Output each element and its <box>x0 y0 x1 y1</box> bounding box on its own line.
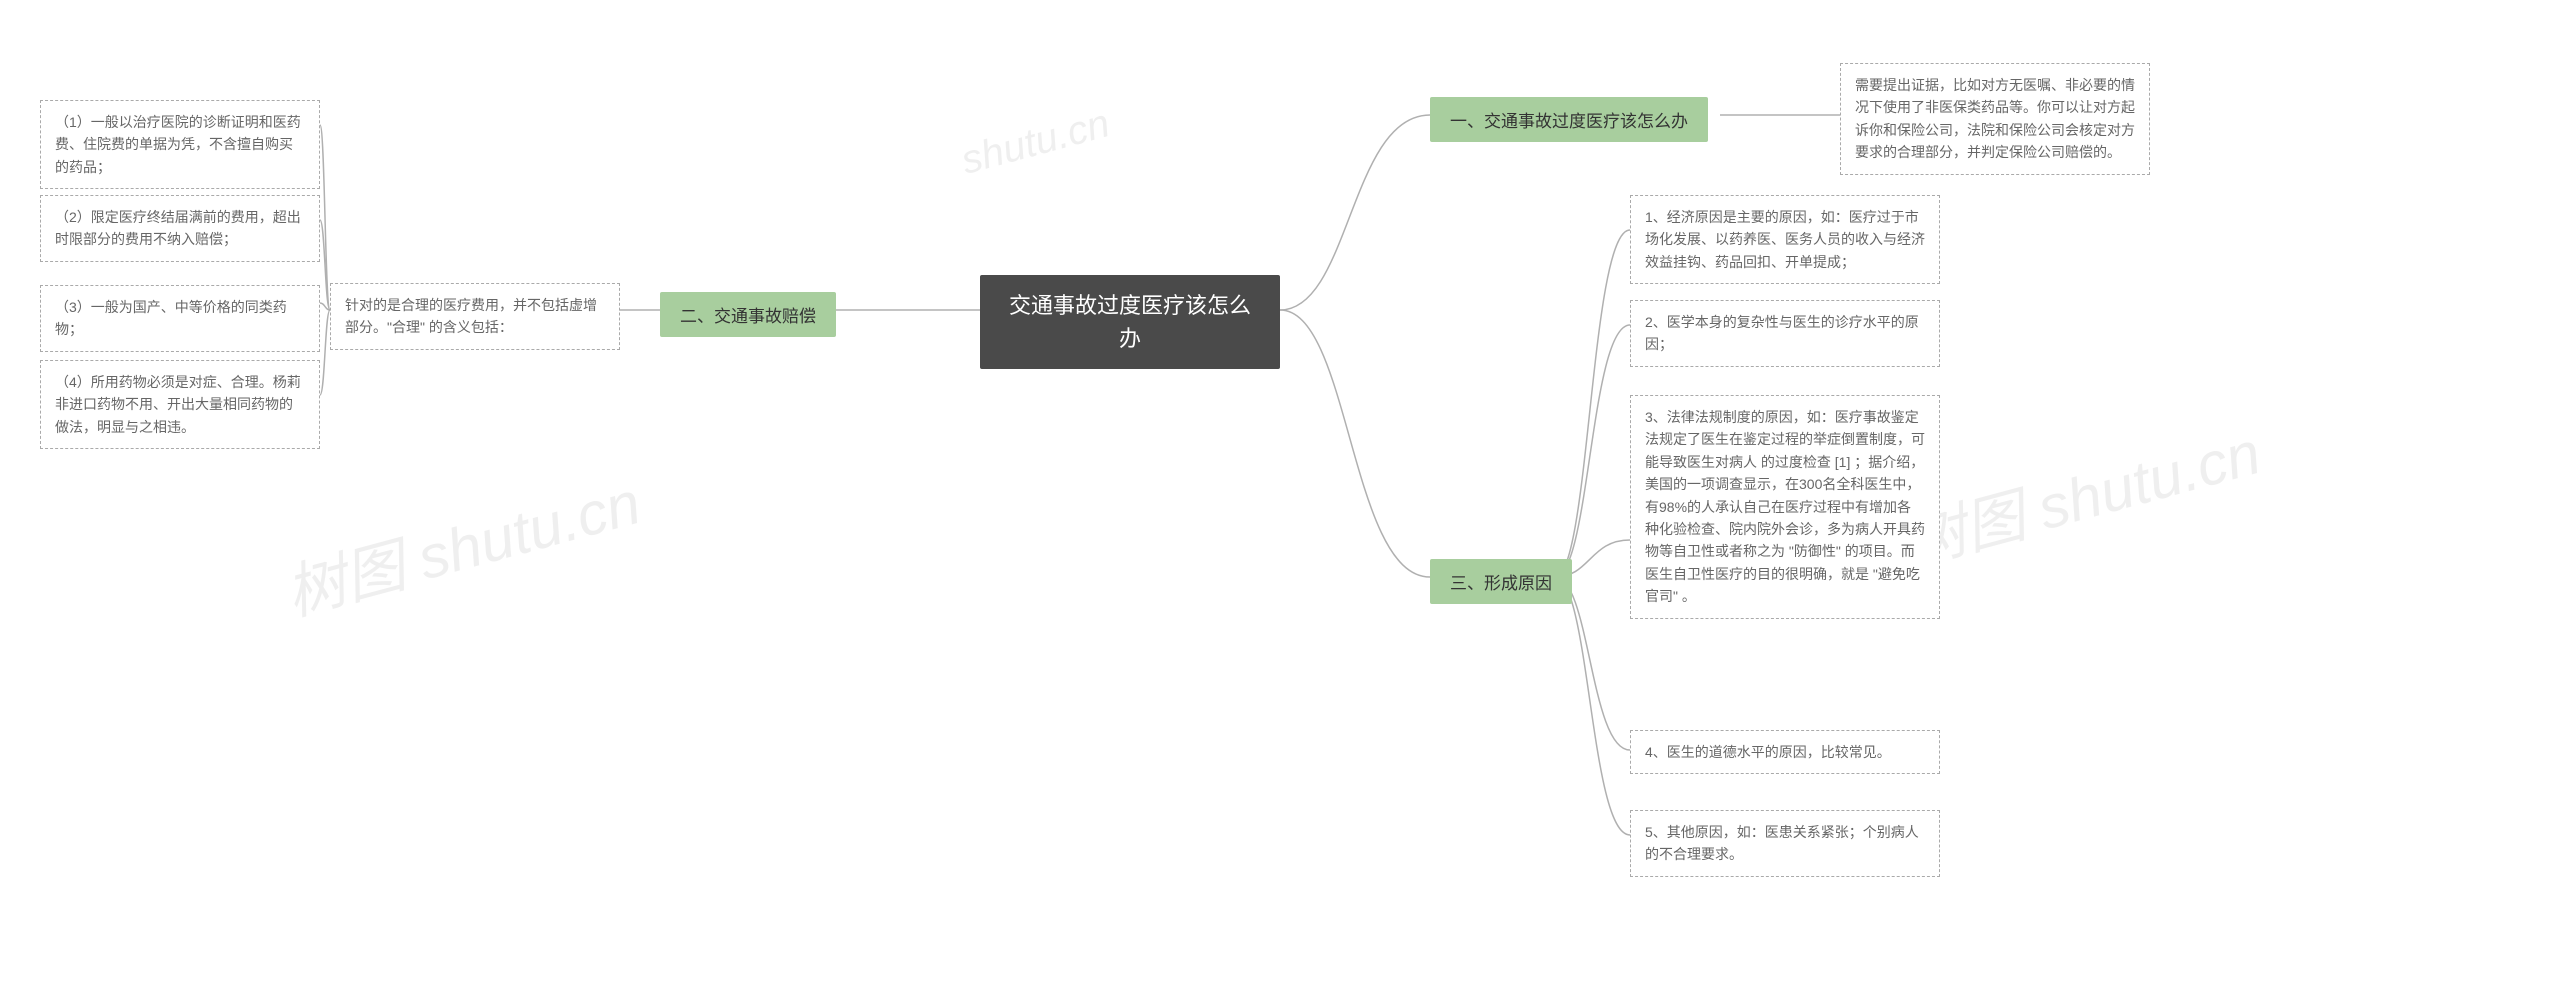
branch-2: 二、交通事故赔偿 <box>660 292 836 337</box>
branch-2-leaf-2: （2）限定医疗终结届满前的费用，超出时限部分的费用不纳入赔偿； <box>40 195 320 262</box>
leaf-text: 3、法律法规制度的原因，如：医疗事故鉴定法规定了医生在鉴定过程的举症倒置制度，可… <box>1645 409 1925 604</box>
branch-3-leaf-4: 4、医生的道德水平的原因，比较常见。 <box>1630 730 1940 774</box>
branch-1-label: 一、交通事故过度医疗该怎么办 <box>1450 112 1688 131</box>
connector-lines <box>0 0 2560 1003</box>
leaf-text: （1）一般以治疗医院的诊断证明和医药费、住院费的单据为凭，不含擅自购买的药品； <box>55 114 301 175</box>
leaf-text: 1、经济原因是主要的原因，如：医疗过于市场化发展、以药养医、医务人员的收入与经济… <box>1645 209 1925 270</box>
leaf-text: 2、医学本身的复杂性与医生的诊疗水平的原因； <box>1645 314 1919 352</box>
branch-1: 一、交通事故过度医疗该怎么办 <box>1430 97 1708 142</box>
watermark: 树图 shutu.cn <box>1895 404 2269 582</box>
branch-3-leaf-5: 5、其他原因，如：医患关系紧张；个别病人的不合理要求。 <box>1630 810 1940 877</box>
center-node: 交通事故过度医疗该怎么 办 <box>980 275 1280 369</box>
watermark: shutu.cn <box>957 101 1115 184</box>
leaf-text: 5、其他原因，如：医患关系紧张；个别病人的不合理要求。 <box>1645 824 1919 862</box>
branch-1-leaf-1: 需要提出证据，比如对方无医嘱、非必要的情况下使用了非医保类药品等。你可以让对方起… <box>1840 63 2150 175</box>
leaf-text: （4）所用药物必须是对症、合理。杨莉非进口药物不用、开出大量相同药物的做法，明显… <box>55 374 301 435</box>
leaf-text: 4、医生的道德水平的原因，比较常见。 <box>1645 744 1891 760</box>
branch-2-leaf-1: （1）一般以治疗医院的诊断证明和医药费、住院费的单据为凭，不含擅自购买的药品； <box>40 100 320 189</box>
leaf-text: 需要提出证据，比如对方无医嘱、非必要的情况下使用了非医保类药品等。你可以让对方起… <box>1855 77 2135 160</box>
branch-3-label: 三、形成原因 <box>1450 574 1552 593</box>
leaf-text: （3）一般为国产、中等价格的同类药物； <box>55 299 287 337</box>
branch-2-label: 二、交通事故赔偿 <box>680 307 816 326</box>
branch-3: 三、形成原因 <box>1430 559 1572 604</box>
branch-2-leaf-3: （3）一般为国产、中等价格的同类药物； <box>40 285 320 352</box>
center-text: 交通事故过度医疗该怎么 办 <box>1009 293 1251 351</box>
leaf-text: （2）限定医疗终结届满前的费用，超出时限部分的费用不纳入赔偿； <box>55 209 301 247</box>
branch-2-intro: 针对的是合理的医疗费用，并不包括虚增部分。"合理" 的含义包括： <box>330 283 620 350</box>
watermark: 树图 shutu.cn <box>275 454 649 632</box>
branch-3-leaf-3: 3、法律法规制度的原因，如：医疗事故鉴定法规定了医生在鉴定过程的举症倒置制度，可… <box>1630 395 1940 619</box>
branch-3-leaf-2: 2、医学本身的复杂性与医生的诊疗水平的原因； <box>1630 300 1940 367</box>
leaf-text: 针对的是合理的医疗费用，并不包括虚增部分。"合理" 的含义包括： <box>345 297 597 335</box>
branch-3-leaf-1: 1、经济原因是主要的原因，如：医疗过于市场化发展、以药养医、医务人员的收入与经济… <box>1630 195 1940 284</box>
branch-2-leaf-4: （4）所用药物必须是对症、合理。杨莉非进口药物不用、开出大量相同药物的做法，明显… <box>40 360 320 449</box>
